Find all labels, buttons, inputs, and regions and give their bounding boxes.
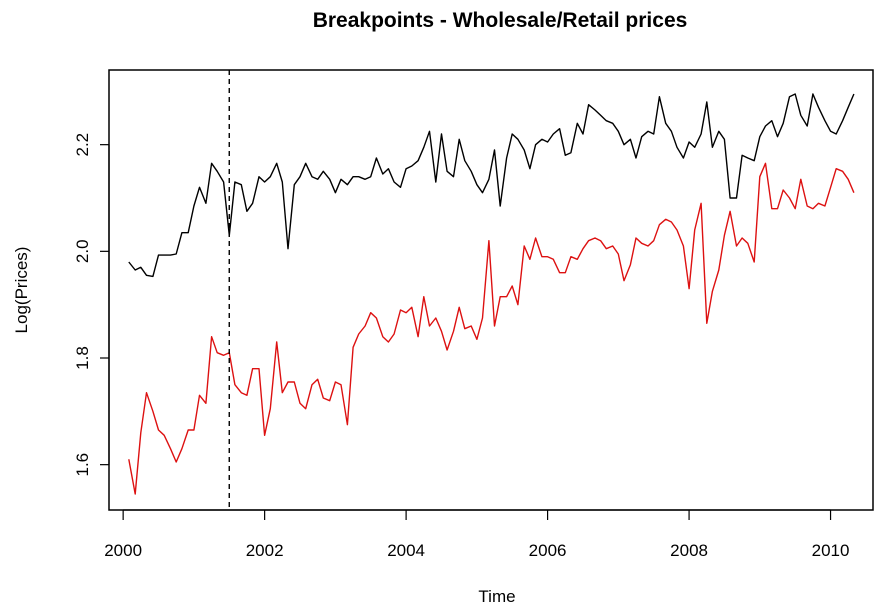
y-axis-label: Log(Prices) <box>12 247 31 334</box>
x-tick-label: 2006 <box>529 541 567 560</box>
series-layer <box>128 70 855 510</box>
y-tick-label: 2.2 <box>73 133 92 157</box>
x-tick-label: 2004 <box>387 541 425 560</box>
y-axis: 1.6 1.8 2.0 2.2 <box>73 133 110 477</box>
x-tick-label: 2000 <box>104 541 142 560</box>
series-line-2 <box>128 162 855 495</box>
chart-title: Breakpoints - Wholesale/Retail prices <box>313 9 688 32</box>
x-tick-label: 2010 <box>812 541 850 560</box>
plot-frame <box>108 69 874 511</box>
series-line-1 <box>128 93 855 278</box>
y-tick-label: 1.6 <box>73 453 92 477</box>
x-tick-label: 2002 <box>246 541 284 560</box>
x-tick-label: 2008 <box>670 541 708 560</box>
y-tick-label: 2.0 <box>73 239 92 263</box>
x-axis-label: Time <box>478 587 515 606</box>
x-axis: 2000 2002 2004 2006 2008 2010 <box>104 509 850 560</box>
y-tick-label: 1.8 <box>73 346 92 370</box>
